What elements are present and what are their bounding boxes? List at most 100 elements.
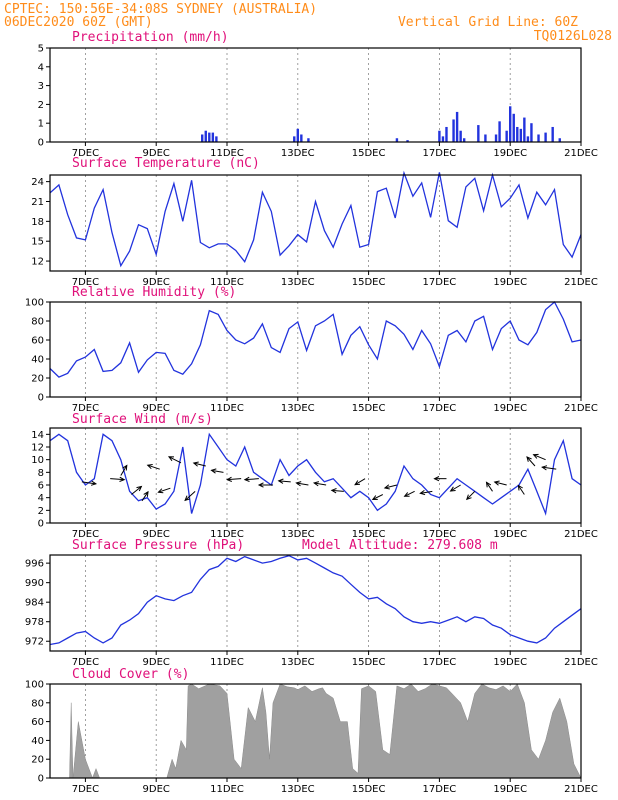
temp-line: [49, 170, 582, 268]
precip-ytick-label: 5: [38, 44, 44, 55]
precip-ytick-label: 1: [38, 119, 44, 130]
wind-arrow-head: [433, 476, 440, 482]
wind-arrow: [486, 482, 493, 492]
temp-ytick-label: 12: [31, 257, 44, 268]
rh-ytick-label: 100: [25, 298, 44, 309]
cloud-area: [50, 683, 582, 779]
temp-xtick-label: 11DEC: [210, 277, 244, 288]
pres-ytick-label: 978: [25, 617, 44, 628]
temp-xtick-label: 7DEC: [72, 277, 99, 288]
wind-arrow-head: [403, 492, 410, 497]
wind-xtick-label: 19DEC: [493, 529, 527, 540]
wind-arrow: [450, 484, 461, 492]
wind-arrow: [168, 456, 182, 464]
pres-frame: [49, 554, 582, 652]
wind-arrow-head: [90, 480, 98, 486]
wind-ytick-label: 6: [38, 481, 44, 492]
temp-xtick-label: 15DEC: [352, 277, 386, 288]
run-date: 06DEC2020 60Z (GMT): [4, 15, 153, 30]
cloud-xtick-label: 11DEC: [210, 784, 244, 795]
pres-xtick-label: 17DEC: [423, 657, 457, 668]
precip-xtick-label: 11DEC: [210, 148, 244, 159]
rh-ytick-label: 80: [31, 317, 44, 328]
wind-arrow: [278, 480, 291, 483]
wind-arrow-head: [167, 456, 175, 462]
wind-arrow-head: [157, 488, 164, 494]
precip-xtick-label: 13DEC: [281, 148, 315, 159]
rh-xtick-label: 13DEC: [281, 403, 315, 414]
panel-precip: Precipitation (mm/h)7DEC 9DEC 11DEC 13DEC 15…: [38, 30, 598, 159]
wind-ytick-label: 10: [31, 455, 44, 466]
precip-ytick-label: 4: [38, 62, 44, 73]
wind-ytick-label: 2: [38, 506, 44, 517]
precip-bar: [452, 119, 455, 142]
cloud-xtick-label: 9DEC: [143, 784, 170, 795]
precip-bar: [484, 134, 487, 142]
panel-pres: Surface Pressure (hPa) Model Altitude: 27…: [25, 538, 598, 668]
temp-xtick-label: 9DEC: [143, 277, 170, 288]
rh-frame: [49, 301, 582, 398]
rh-xtick-label: 11DEC: [210, 403, 244, 414]
rh-title: Relative Humidity (%): [72, 285, 236, 300]
wind-arrow-head: [541, 465, 548, 471]
pres-line: [49, 555, 582, 646]
wind-arrow-head: [146, 464, 153, 470]
precip-bar: [406, 140, 409, 142]
precip-bar: [494, 134, 498, 142]
wind-ytick-label: 0: [38, 519, 44, 530]
precip-xtick-label: 7DEC: [72, 148, 99, 159]
panel-wind: Surface Wind (m/s) 7DEC 9DEC 11DEC 13DEC 15DE…: [31, 412, 598, 540]
wind-arrow: [110, 478, 125, 481]
wind-ytick-label: 8: [38, 468, 44, 479]
rh-xtick-label: 21DEC: [564, 403, 598, 414]
temp-xtick-label: 21DEC: [564, 277, 598, 288]
pres-xtick-label: 9DEC: [143, 657, 170, 668]
wind-arrow-head: [449, 486, 456, 492]
precip-bar: [519, 128, 523, 142]
cloud-xtick-label: 17DEC: [423, 784, 457, 795]
rh-xtick-label: 7DEC: [72, 403, 99, 414]
wind-xtick-label: 13DEC: [281, 529, 315, 540]
wind-arrow-head: [330, 488, 337, 494]
temp-xtick-label: 17DEC: [423, 277, 457, 288]
cloud-ytick-label: 40: [31, 736, 44, 747]
precip-bar: [544, 132, 547, 142]
cloud-xtick-label: 15DEC: [352, 784, 386, 795]
precip-frame: [49, 47, 582, 143]
temp-ytick-label: 24: [31, 177, 44, 188]
precip-bar: [498, 121, 501, 142]
precip-bar: [477, 125, 480, 142]
pres-xtick-label: 19DEC: [493, 657, 527, 668]
wind-arrow: [314, 482, 327, 486]
precip-bar: [441, 136, 445, 142]
rh-line: [49, 300, 582, 378]
pres-xtick-label: 11DEC: [210, 657, 244, 668]
pres-ytick-label: 996: [25, 559, 44, 570]
panel-rh: Relative Humidity (%) 7DEC 9DEC 11DEC 13DEC 1…: [25, 285, 598, 414]
precip-bar: [395, 138, 399, 142]
wind-arrow: [296, 482, 309, 486]
wind-arrow: [517, 485, 525, 495]
cloud-ytick-label: 100: [25, 680, 44, 691]
precip-bar: [516, 126, 519, 142]
wind-arrow: [354, 478, 366, 486]
wind-xtick-label: 9DEC: [143, 529, 170, 540]
wind-arrow-head: [226, 476, 232, 482]
temp-ytick-label: 15: [31, 237, 44, 248]
wind-arrow-head: [122, 464, 128, 471]
wind-arrow-head: [532, 453, 539, 459]
precip-bar: [530, 123, 533, 142]
wind-arrow: [244, 478, 259, 481]
wind-arrow: [193, 462, 206, 467]
precip-bar: [509, 106, 512, 142]
wind-arrow-head: [136, 485, 143, 492]
precip-xtick-label: 15DEC: [352, 148, 386, 159]
wind-ytick-label: 14: [31, 430, 44, 441]
wind-arrow-head: [257, 482, 264, 488]
precip-bar: [296, 128, 299, 142]
wind-arrow: [404, 490, 415, 497]
precip-xtick-label: 9DEC: [143, 148, 170, 159]
rh-xtick-label: 15DEC: [352, 403, 386, 414]
pres-title: Surface Pressure (hPa): [72, 538, 244, 553]
